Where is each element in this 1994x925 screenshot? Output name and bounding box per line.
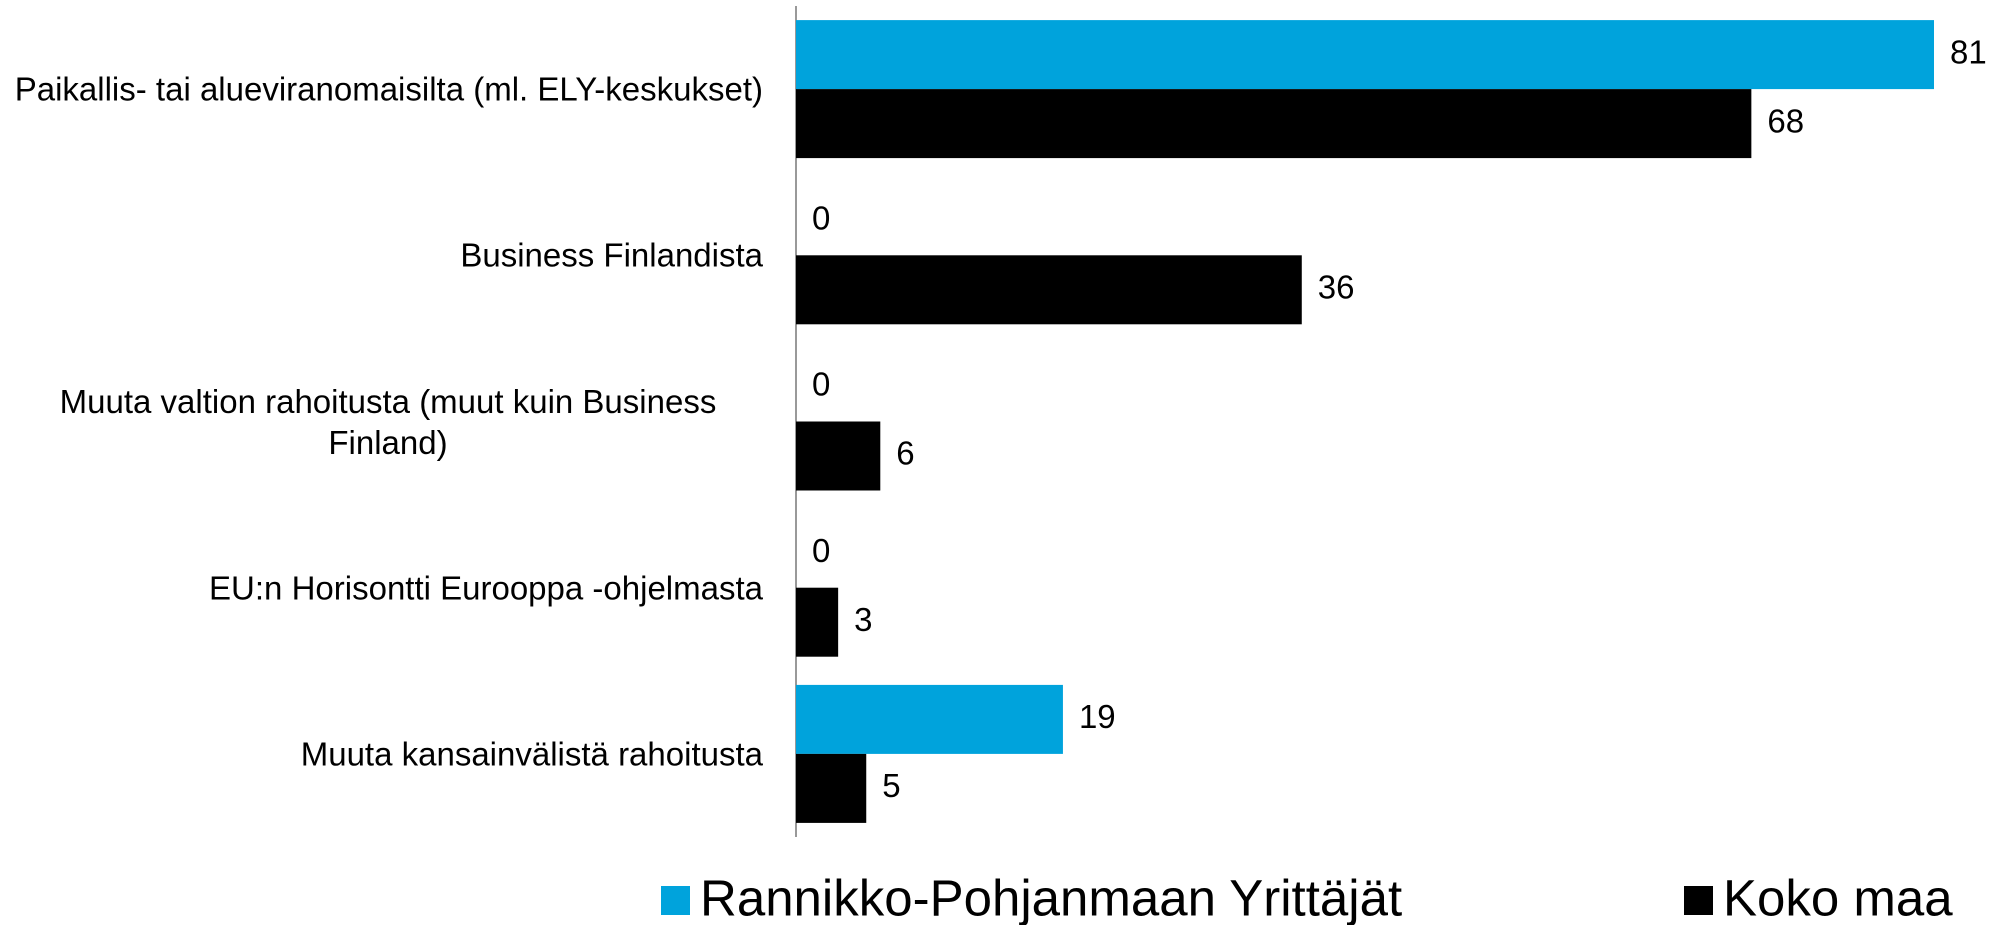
data-label: 5 [882,767,900,804]
legend-swatch [1684,886,1713,915]
bar [796,89,1752,159]
data-label: 0 [812,200,830,237]
legend-label: Rannikko-Pohjanmaan Yrittäjät [700,869,1402,925]
data-label: 19 [1079,698,1116,735]
data-label: 0 [812,366,830,403]
data-label: 3 [854,601,872,638]
category-label: Muuta valtion rahoitusta (muut kuin Busi… [59,382,717,461]
category-label: Business Finlandista [460,236,763,274]
legend-label: Koko maa [1723,869,1953,925]
bar [796,684,1063,754]
data-label: 0 [812,532,830,569]
bar [796,587,839,657]
data-label: 36 [1318,269,1355,306]
data-label: 81 [1950,33,1987,70]
category-label: Muuta kansainvälistä rahoitusta [300,735,763,773]
bar [796,753,867,823]
bar [796,20,1934,90]
bar [796,421,881,491]
category-label: Paikallis- tai alueviranomaisilta (ml. E… [14,70,763,108]
legend-swatch [661,886,690,915]
bar [796,255,1302,325]
category-label: EU:n Horisontti Eurooppa -ohjelmasta [209,569,763,607]
data-label: 6 [896,435,914,472]
data-label: 68 [1767,102,1804,139]
